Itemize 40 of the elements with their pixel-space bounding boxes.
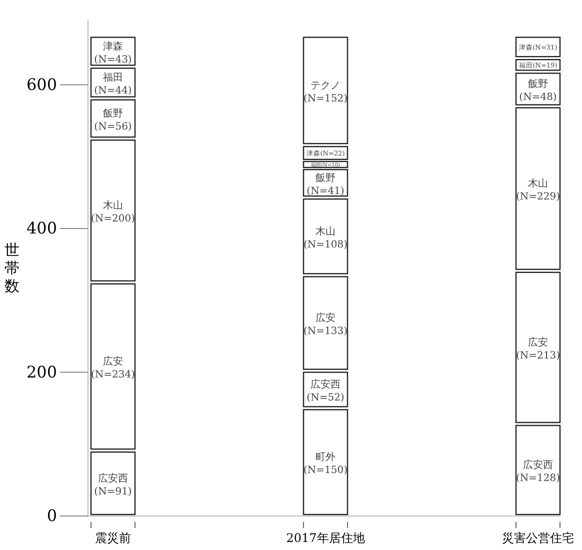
text: 広安 — [316, 312, 336, 324]
series-label: 津森 — [103, 40, 123, 52]
x-tick-label: 2017年居住地 — [286, 531, 365, 545]
data-label: (N=150) — [303, 465, 348, 476]
data-label: (N=128) — [516, 472, 560, 484]
series-label: テクノ — [310, 80, 340, 92]
data-label: (N=152) — [303, 93, 348, 104]
data-label: (N=133) — [303, 326, 348, 337]
series-label: 広安 — [103, 355, 123, 368]
series-label: 木山 — [103, 199, 123, 212]
data-label: (N=234) — [90, 369, 136, 380]
text: 木山 — [528, 178, 548, 190]
data-label: (N=229) — [516, 192, 560, 203]
text: 広安西 — [310, 379, 340, 390]
text: 広安 — [528, 337, 548, 348]
text: 飯野 — [103, 108, 123, 120]
data-label: (N=56) — [94, 121, 132, 132]
y-tick-label: 0 — [46, 506, 57, 526]
y-tick-label: 200 — [26, 362, 57, 382]
data-label: (N=52) — [306, 392, 344, 404]
series-label: 飯野 — [316, 172, 336, 184]
series-label: 福田 — [103, 72, 123, 84]
x-tick-label: 災害公営住宅 — [502, 531, 574, 545]
data-label: (N=41) — [306, 186, 344, 197]
data-label: (N=91) — [94, 486, 132, 498]
text: 広安西 — [523, 460, 553, 471]
text: 飯野 — [528, 79, 548, 90]
data-label: (N=213) — [516, 350, 560, 362]
data-label: (N=44) — [94, 86, 132, 97]
y-tick-label: 600 — [26, 74, 57, 94]
x-tick-label: 震災前 — [95, 531, 131, 545]
y-tick-label: 400 — [26, 218, 57, 238]
y-axis-title: 世帯数 — [4, 241, 20, 295]
series-label: 広安西 — [98, 472, 128, 484]
series-label: 町外 — [316, 452, 336, 464]
data-label: (N=200) — [90, 213, 136, 224]
data-label: (N=48) — [519, 92, 557, 104]
data-label: (N=43) — [94, 54, 132, 66]
data-label: (N=108) — [303, 239, 348, 250]
text: 木山 — [316, 226, 336, 238]
